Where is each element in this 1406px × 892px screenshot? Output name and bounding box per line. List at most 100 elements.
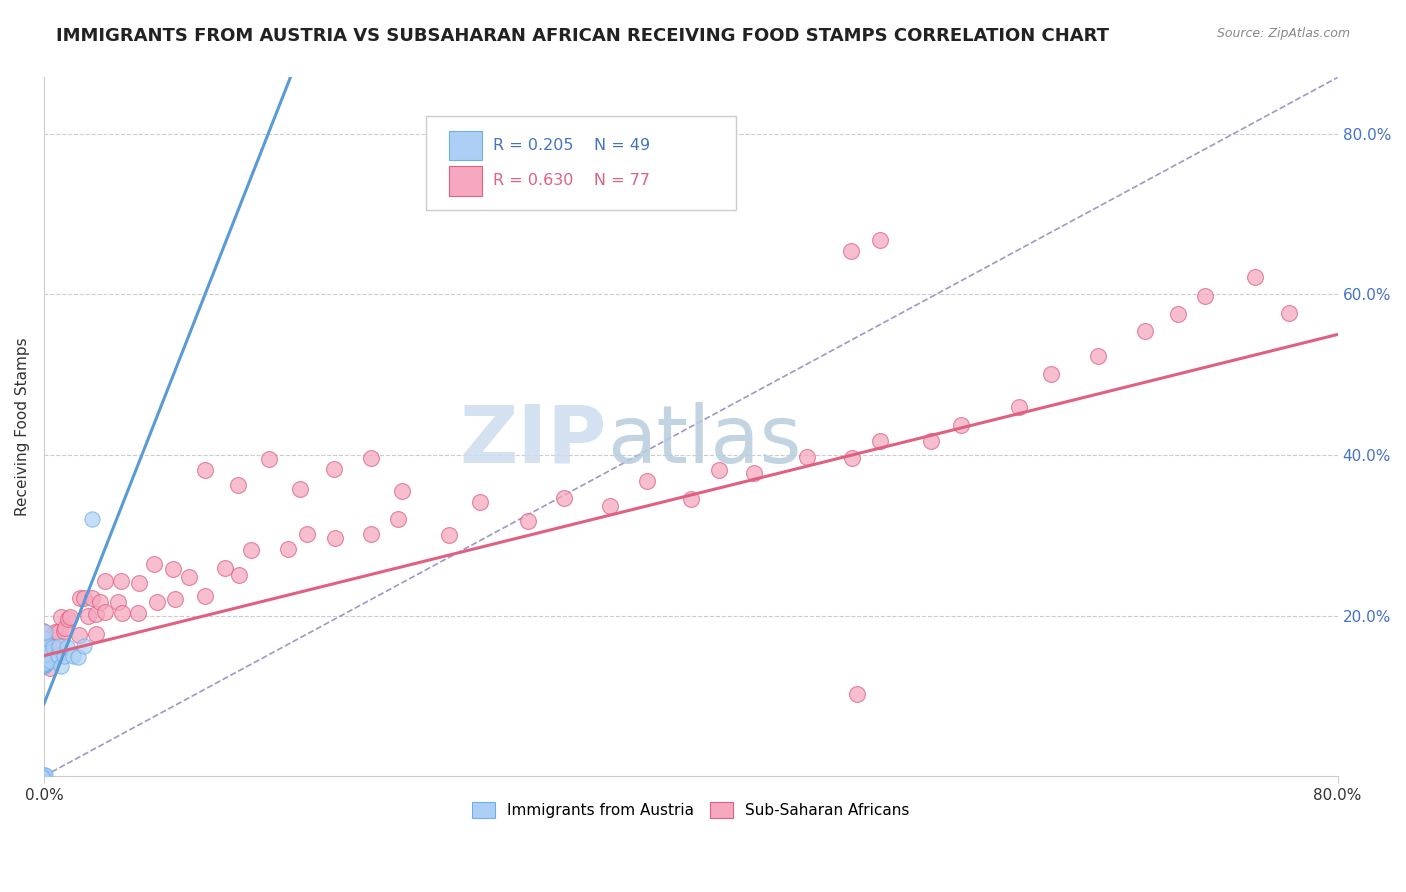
Point bbox=[84, 627, 107, 641]
Point bbox=[681, 491, 703, 506]
Point bbox=[796, 450, 818, 465]
Point bbox=[707, 463, 730, 477]
Point bbox=[111, 606, 134, 620]
Point bbox=[39, 655, 62, 669]
Point bbox=[32, 770, 55, 784]
Point bbox=[179, 570, 201, 584]
Point bbox=[387, 512, 409, 526]
Point bbox=[77, 609, 100, 624]
Point bbox=[32, 771, 55, 785]
Point bbox=[34, 656, 56, 670]
Point bbox=[31, 655, 53, 669]
FancyBboxPatch shape bbox=[426, 116, 737, 211]
Point bbox=[46, 641, 69, 656]
Point bbox=[31, 768, 53, 782]
Point bbox=[950, 417, 973, 432]
Point bbox=[52, 624, 75, 639]
Point bbox=[49, 658, 72, 673]
Point bbox=[34, 624, 56, 639]
Point bbox=[553, 491, 575, 505]
Point bbox=[277, 541, 299, 556]
Point bbox=[110, 574, 132, 589]
Point bbox=[226, 477, 249, 491]
Point bbox=[32, 768, 55, 782]
Point bbox=[34, 768, 56, 782]
Point bbox=[1194, 289, 1216, 303]
Point bbox=[48, 648, 70, 662]
Legend: Immigrants from Austria, Sub-Saharan Africans: Immigrants from Austria, Sub-Saharan Afr… bbox=[467, 797, 915, 824]
Point bbox=[42, 640, 65, 654]
Point bbox=[323, 531, 346, 545]
Point bbox=[34, 648, 56, 662]
Point bbox=[67, 628, 90, 642]
Point bbox=[107, 595, 129, 609]
Y-axis label: Receiving Food Stamps: Receiving Food Stamps bbox=[15, 337, 30, 516]
Point bbox=[322, 462, 344, 476]
Point bbox=[31, 770, 53, 784]
Point bbox=[73, 591, 96, 606]
Point bbox=[31, 657, 53, 672]
Point bbox=[32, 769, 55, 783]
Point bbox=[32, 649, 55, 664]
Point bbox=[636, 474, 658, 488]
Point bbox=[93, 606, 115, 620]
Point bbox=[59, 610, 82, 624]
FancyBboxPatch shape bbox=[449, 130, 482, 160]
FancyBboxPatch shape bbox=[449, 166, 482, 195]
Point bbox=[53, 621, 76, 635]
Point bbox=[32, 658, 55, 673]
Point bbox=[31, 648, 53, 662]
Point bbox=[58, 612, 80, 626]
Point bbox=[31, 770, 53, 784]
Point bbox=[360, 527, 382, 541]
Point bbox=[1167, 307, 1189, 321]
Point bbox=[94, 574, 117, 589]
Point bbox=[28, 652, 51, 666]
Point bbox=[360, 451, 382, 466]
Point bbox=[31, 772, 53, 786]
Point bbox=[84, 607, 107, 622]
Point bbox=[72, 639, 94, 653]
Point bbox=[31, 658, 53, 673]
Point bbox=[69, 591, 91, 605]
Point bbox=[82, 591, 104, 606]
Point bbox=[34, 631, 56, 645]
Point bbox=[34, 657, 56, 672]
Point bbox=[517, 514, 540, 528]
Point bbox=[34, 638, 56, 652]
Text: Source: ZipAtlas.com: Source: ZipAtlas.com bbox=[1216, 27, 1350, 40]
Text: ZIP: ZIP bbox=[460, 401, 606, 480]
Point bbox=[194, 463, 217, 477]
Point bbox=[32, 641, 55, 656]
Text: R = 0.205    N = 49: R = 0.205 N = 49 bbox=[494, 137, 650, 153]
Point bbox=[1133, 324, 1156, 338]
Point bbox=[228, 568, 250, 582]
Point bbox=[239, 543, 262, 558]
Point bbox=[62, 649, 84, 664]
Point bbox=[437, 528, 460, 542]
Point bbox=[32, 771, 55, 785]
Point bbox=[920, 434, 942, 449]
Point bbox=[839, 244, 862, 259]
Point bbox=[391, 483, 413, 498]
Point bbox=[32, 769, 55, 783]
Point bbox=[39, 660, 62, 674]
Point bbox=[32, 656, 55, 670]
Point bbox=[290, 482, 312, 496]
Point bbox=[51, 609, 73, 624]
Point bbox=[146, 595, 169, 609]
Point bbox=[34, 655, 56, 669]
Point bbox=[34, 772, 56, 786]
Point bbox=[34, 655, 56, 669]
Point bbox=[1087, 349, 1109, 363]
Point bbox=[44, 624, 66, 639]
Point bbox=[53, 648, 76, 663]
Point bbox=[1278, 306, 1301, 320]
Point bbox=[846, 687, 869, 701]
Point bbox=[48, 639, 70, 653]
Point bbox=[162, 561, 184, 575]
Point bbox=[143, 557, 166, 571]
Point bbox=[56, 640, 79, 655]
Point bbox=[193, 589, 215, 603]
Point bbox=[869, 233, 891, 247]
